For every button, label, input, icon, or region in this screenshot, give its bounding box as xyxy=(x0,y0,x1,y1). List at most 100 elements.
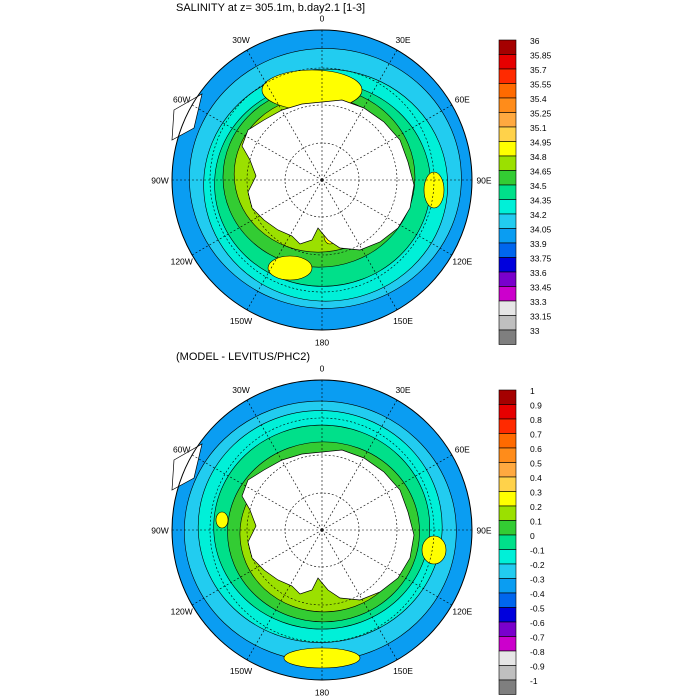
contour-high xyxy=(421,535,447,565)
colorbar-label: 34.95 xyxy=(530,138,552,148)
colorbar-label: 0 xyxy=(530,531,535,541)
longitude-label: 60E xyxy=(455,95,470,105)
longitude-label: 30E xyxy=(395,35,410,45)
colorbar-label: -0.8 xyxy=(530,647,545,657)
colorbar-label: 33.6 xyxy=(530,268,547,278)
colorbar-swatch xyxy=(498,476,517,492)
colorbar-swatch xyxy=(498,462,517,478)
colorbar-label: 34.5 xyxy=(530,181,547,191)
longitude-label: 120W xyxy=(171,607,193,617)
colorbar-label: -0.3 xyxy=(530,575,545,585)
meridian-line xyxy=(246,399,323,531)
colorbar-label: 0.5 xyxy=(530,459,542,469)
map-border xyxy=(171,29,473,331)
colorbar-label: -0.1 xyxy=(530,546,545,556)
meridian-line xyxy=(321,529,453,606)
longitude-label: 30W xyxy=(232,385,249,395)
south-america-land xyxy=(171,443,203,491)
meridian-line xyxy=(321,179,398,311)
colorbar-swatch xyxy=(498,621,517,637)
colorbar-swatch xyxy=(498,505,517,521)
colorbar-swatch xyxy=(498,433,517,449)
colorbar-swatch xyxy=(498,447,517,463)
colorbar-label: 35.85 xyxy=(530,51,552,61)
colorbar-label: 0.2 xyxy=(530,502,542,512)
colorbar-swatch xyxy=(498,636,517,652)
meridian-line xyxy=(191,454,323,531)
colorbar-label: 0.6 xyxy=(530,444,542,454)
colorbar-label: 33.15 xyxy=(530,312,552,322)
antarctica-land xyxy=(241,449,415,601)
colorbar-swatch xyxy=(498,112,517,128)
colorbar-label: -0.2 xyxy=(530,560,545,570)
colorbar-swatch xyxy=(498,534,517,550)
meridian-line xyxy=(321,49,398,181)
colorbar-swatch xyxy=(498,184,517,200)
colorbar-swatch xyxy=(498,39,517,55)
colorbar-swatch xyxy=(498,257,517,273)
longitude-label: 90E xyxy=(476,176,491,186)
colorbar-label: 35.25 xyxy=(530,109,552,119)
longitude-label: 150W xyxy=(230,666,252,676)
south-america-land xyxy=(171,93,203,141)
colorbar-swatch xyxy=(498,213,517,229)
longitude-label: 60W xyxy=(173,445,190,455)
longitude-label: 120W xyxy=(171,257,193,267)
polar-map xyxy=(171,379,473,681)
colorbar-swatch xyxy=(498,578,517,594)
contour-high xyxy=(423,171,445,209)
map-border xyxy=(171,379,473,681)
colorbar-swatch xyxy=(498,665,517,681)
colorbar-label: -0.5 xyxy=(530,604,545,614)
meridian-line xyxy=(321,454,453,531)
polar-map xyxy=(171,29,473,331)
meridian-line xyxy=(191,104,323,181)
longitude-label: 60W xyxy=(173,95,190,105)
contour-high xyxy=(215,511,229,529)
longitude-label: 120E xyxy=(452,607,472,617)
colorbar-label: 0.4 xyxy=(530,473,542,483)
colorbar-swatch xyxy=(498,549,517,565)
colorbar-label: 33 xyxy=(530,326,540,336)
meridian-line xyxy=(321,399,398,531)
longitude-label: 30W xyxy=(232,35,249,45)
meridian-line xyxy=(321,104,453,181)
longitude-label: 180 xyxy=(315,688,329,698)
colorbar-label: 34.05 xyxy=(530,225,552,235)
colorbar-swatch xyxy=(498,141,517,157)
colorbar-swatch xyxy=(498,271,517,287)
colorbar-swatch xyxy=(498,491,517,507)
longitude-label: 0 xyxy=(320,364,325,374)
colorbar-swatch xyxy=(498,54,517,70)
colorbar-swatch xyxy=(498,126,517,142)
panel-1-title: SALINITY at z= 305.1m, b.day2.1 [1-3] xyxy=(176,2,366,14)
colorbar-label: 0.7 xyxy=(530,430,542,440)
colorbar-label: -1 xyxy=(530,676,538,686)
longitude-label: 180 xyxy=(315,338,329,348)
longitude-label: 120E xyxy=(452,257,472,267)
colorbar-swatch xyxy=(498,679,517,695)
longitude-label: 90W xyxy=(151,176,168,186)
colorbar-swatch xyxy=(498,286,517,302)
antarctica-land xyxy=(241,99,415,251)
colorbar-swatch xyxy=(498,68,517,84)
colorbar-label: 0.8 xyxy=(530,415,542,425)
latitude-circle xyxy=(246,104,398,256)
longitude-label: 150E xyxy=(393,316,413,326)
meridian-line xyxy=(246,529,323,661)
colorbar-label: 35.4 xyxy=(530,94,547,104)
longitude-label: 60E xyxy=(455,445,470,455)
colorbar-swatch xyxy=(498,329,517,345)
meridian-line xyxy=(321,179,453,256)
colorbar-label: 33.3 xyxy=(530,297,547,307)
colorbar-swatch xyxy=(498,520,517,536)
colorbar-swatch xyxy=(498,228,517,244)
colorbar-label: 34.2 xyxy=(530,210,547,220)
meridian-line xyxy=(246,179,323,311)
colorbar-label: 35.1 xyxy=(530,123,547,133)
longitude-label: 150E xyxy=(393,666,413,676)
salinity-map-panel: 0 30E 60E 90E 120E 150E 180 150W 120W 90W 60W 30W 36… xyxy=(151,14,552,348)
colorbar-label: 34.8 xyxy=(530,152,547,162)
colorbar-swatch xyxy=(498,97,517,113)
colorbar-label: 0.3 xyxy=(530,488,542,498)
